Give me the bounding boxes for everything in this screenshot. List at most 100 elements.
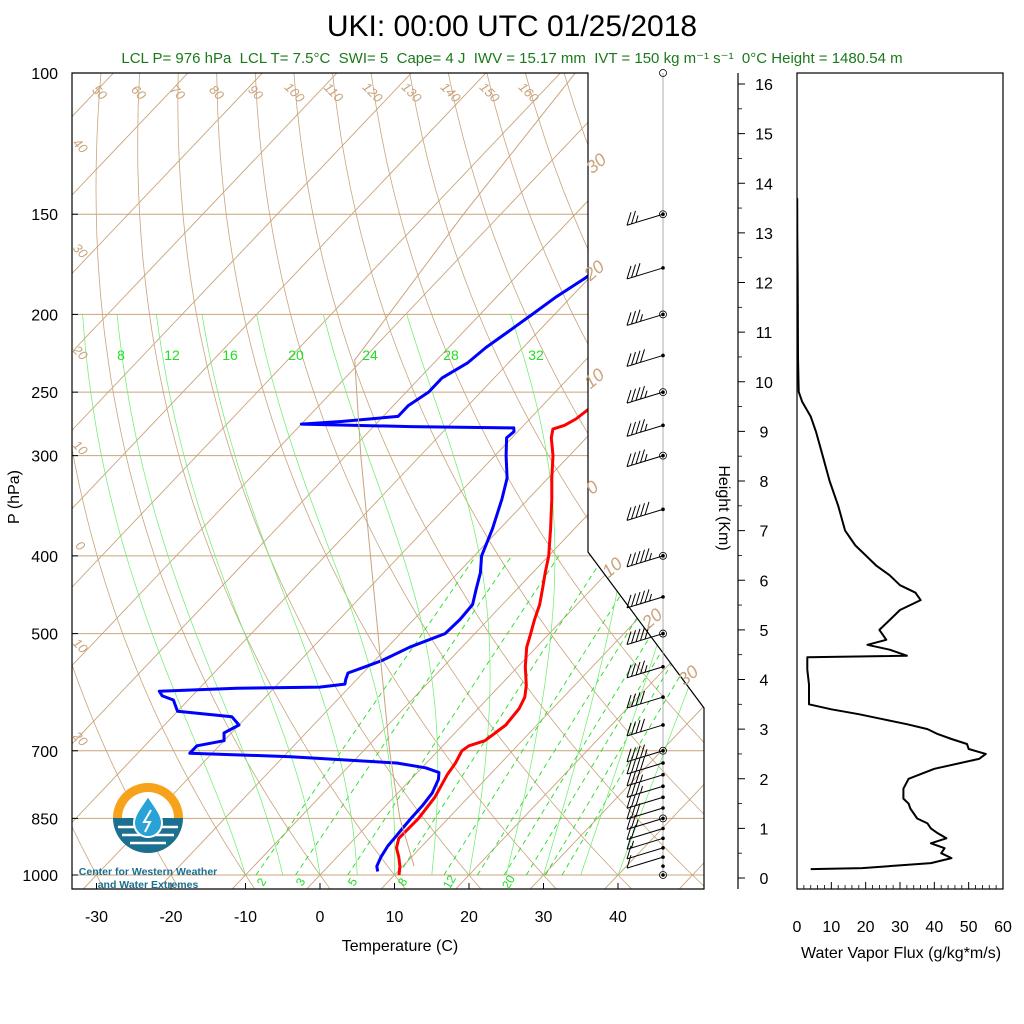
flux-x-tick-label: 40 bbox=[925, 919, 943, 936]
logo-line1: Center for Western Weather bbox=[79, 866, 217, 878]
mixing-ratio-line bbox=[295, 555, 512, 876]
dry-adiabat-line bbox=[409, 73, 704, 889]
isotherm-line bbox=[72, 73, 704, 889]
skew-t-grid bbox=[72, 73, 704, 889]
barb-flag bbox=[635, 504, 641, 518]
mixing-ratio-line bbox=[397, 555, 605, 876]
height-tick-label: 12 bbox=[755, 276, 773, 293]
barb-flag bbox=[640, 660, 645, 674]
barb-flag bbox=[626, 312, 632, 326]
barb-shaft bbox=[626, 796, 664, 809]
barb-flag bbox=[640, 756, 645, 771]
barb-half-flag bbox=[635, 819, 639, 827]
barb-half-flag bbox=[649, 552, 652, 561]
barb-flag bbox=[640, 690, 645, 705]
mixing-ratio-top-label: 32 bbox=[528, 347, 544, 363]
dewpoint-profile-line bbox=[157, 213, 670, 872]
mixing-ratio-bottom-label: 8 bbox=[395, 875, 411, 888]
barb-half-flag bbox=[640, 774, 643, 782]
barb-flag bbox=[631, 721, 636, 735]
barb-shaft bbox=[626, 696, 664, 709]
barb-flag bbox=[631, 771, 636, 785]
barb-flag bbox=[644, 501, 650, 515]
wind-barb bbox=[626, 756, 664, 775]
dry-adiabat-line bbox=[177, 73, 484, 889]
barb-flag bbox=[640, 419, 645, 433]
barb-flag bbox=[626, 694, 632, 709]
isotherm-top-label: 110 bbox=[321, 80, 347, 106]
barb-flag bbox=[631, 814, 636, 829]
moist-adiabat-line bbox=[116, 314, 284, 876]
barb-flag bbox=[631, 747, 636, 761]
wind-barb bbox=[626, 781, 664, 798]
barb-half-flag bbox=[635, 215, 639, 223]
dry-adiabat-line bbox=[447, 73, 704, 889]
height-tick-label: 4 bbox=[760, 673, 769, 690]
pressure-tick-label: 850 bbox=[31, 811, 58, 828]
height-tick-label: 16 bbox=[755, 77, 773, 94]
flux-panel bbox=[737, 72, 1004, 890]
lightning-icon bbox=[142, 809, 152, 833]
pressure-tick-label: 250 bbox=[31, 385, 58, 402]
swi-text: SWI= 5 bbox=[338, 50, 389, 67]
barb-shaft bbox=[626, 313, 664, 326]
skew-t-frame bbox=[71, 72, 705, 890]
barb-flag bbox=[626, 816, 632, 830]
flux-x-tick-label: 60 bbox=[994, 919, 1012, 936]
barb-shaft bbox=[626, 354, 664, 367]
temperature-tick-label: 30 bbox=[535, 909, 553, 926]
barb-flag bbox=[640, 349, 645, 363]
barb-shaft bbox=[626, 213, 664, 226]
mixing-ratio-top-label: 12 bbox=[164, 347, 180, 363]
flux-frame bbox=[796, 72, 1004, 890]
wind-barb bbox=[626, 501, 664, 521]
barb-flag bbox=[631, 759, 636, 773]
barb-flag bbox=[631, 505, 636, 520]
mixing-ratio-bottom-label: 2 bbox=[254, 875, 270, 888]
mixing-ratio-line bbox=[503, 555, 700, 876]
barb-flag bbox=[631, 351, 636, 366]
wind-barb bbox=[626, 718, 664, 737]
wind-barb bbox=[626, 854, 664, 869]
isotherm-line bbox=[452, 73, 704, 889]
temperature-profile-line bbox=[395, 213, 704, 876]
barb-flag bbox=[626, 212, 632, 226]
wind-barb bbox=[626, 769, 664, 787]
barb-flag bbox=[644, 589, 650, 603]
barb-flag bbox=[635, 792, 641, 806]
barb-flag bbox=[631, 782, 636, 796]
isotherm-top-label: 150 bbox=[477, 79, 503, 105]
wind-barb bbox=[626, 548, 664, 568]
height-tick-label: 11 bbox=[756, 325, 773, 342]
isotherm-top-label: 140 bbox=[438, 79, 464, 105]
barb-half-flag bbox=[644, 749, 648, 757]
wind-barbs bbox=[626, 69, 667, 879]
lcl-t-text: LCL T= 7.5°C bbox=[239, 50, 331, 67]
mixing-ratio-bottom-label: 12 bbox=[440, 872, 459, 891]
wind-barb bbox=[626, 309, 664, 326]
height-tick-label: 13 bbox=[755, 226, 773, 243]
height-tick-label: 6 bbox=[760, 573, 769, 590]
ivt-text: IVT = 150 kg m⁻¹ s⁻¹ bbox=[594, 50, 734, 67]
flux-x-tick-label: 10 bbox=[822, 919, 840, 936]
barb-flag bbox=[631, 630, 636, 644]
barb-flag bbox=[640, 744, 645, 758]
isotherm-left-label: 0 bbox=[72, 538, 88, 554]
barb-flag bbox=[626, 784, 632, 798]
barb-flag bbox=[626, 805, 632, 820]
barb-flag bbox=[626, 553, 632, 567]
barb-flag bbox=[635, 661, 641, 676]
dry-adiabat-line bbox=[293, 73, 704, 889]
barb-flag bbox=[635, 803, 641, 817]
barb-flag bbox=[635, 387, 641, 401]
barb-shaft bbox=[626, 807, 664, 820]
lcl-p-text: LCL P= 976 hPa bbox=[121, 50, 232, 67]
isotherm-right-label: 0 bbox=[582, 477, 603, 499]
barb-flag bbox=[626, 507, 632, 521]
wind-barb bbox=[626, 744, 664, 763]
barb-flag bbox=[631, 210, 636, 224]
mixing-ratio-line bbox=[561, 555, 704, 876]
mixing-ratio-line bbox=[255, 555, 477, 876]
